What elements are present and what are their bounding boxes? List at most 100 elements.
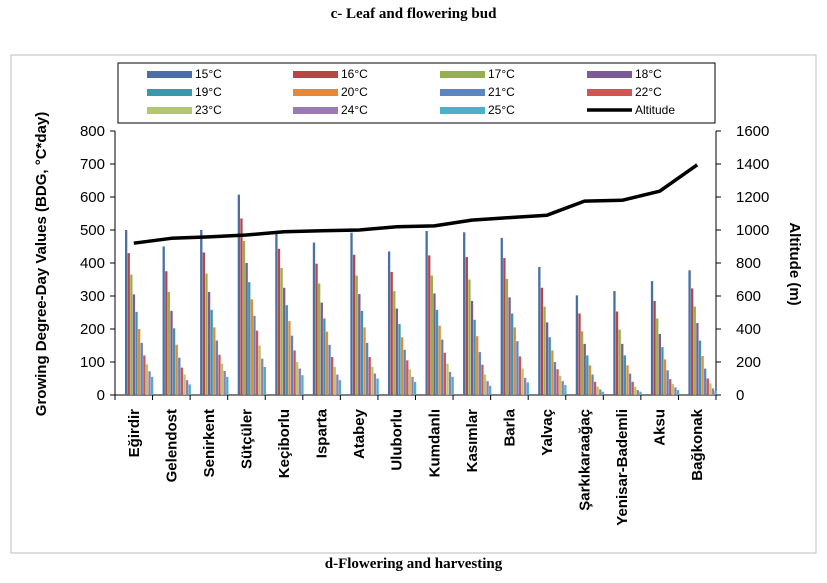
bar-16c-6: [352, 254, 356, 395]
bar-21c-1: [178, 357, 181, 395]
bar-22c-10: [518, 356, 522, 395]
bar-18c-9: [470, 300, 474, 395]
bar-21c-11: [553, 362, 557, 395]
bar-19c-12: [586, 355, 589, 395]
bar-18c-1: [170, 310, 173, 395]
bar-25c-7: [413, 381, 417, 395]
bar-25c-14: [676, 390, 680, 395]
bar-23c-7: [408, 369, 412, 395]
legend-swatch: [293, 71, 338, 78]
bar-22c-13: [631, 381, 634, 395]
bar-22c-12: [593, 381, 597, 395]
category-label: Yenisar-Bademli: [614, 409, 631, 526]
category-label: Bağkonak: [689, 408, 706, 480]
category-label: Keçiborlu: [276, 409, 293, 478]
bar-17c-14: [656, 318, 659, 395]
bar-22c-2: [218, 354, 221, 395]
y2-tick-label: 0: [736, 387, 744, 404]
bar-16c-0: [127, 253, 130, 395]
bar-24c-7: [411, 376, 414, 395]
bar-17c-7: [393, 291, 396, 395]
legend-label: 15°C: [195, 67, 222, 81]
bar-18c-8: [433, 293, 436, 395]
bar-17c-0: [130, 274, 133, 395]
y-tick-label: 500: [80, 222, 105, 239]
category-label: Gelendost: [163, 409, 180, 482]
bar-25c-10: [526, 382, 529, 395]
bar-18c-14: [658, 333, 661, 395]
bar-20c-4: [288, 321, 291, 395]
bar-22c-11: [556, 369, 559, 395]
bar-23c-3: [258, 345, 261, 395]
bar-22c-14: [669, 379, 672, 395]
bar-15c-0: [125, 230, 128, 395]
bar-20c-15: [701, 356, 704, 395]
category-label: Sütçüler: [239, 409, 256, 469]
bar-24c-14: [674, 387, 677, 395]
bar-19c-11: [548, 337, 551, 395]
legend-swatch: [440, 89, 485, 96]
bar-17c-3: [242, 240, 246, 395]
bar-24c-0: [148, 371, 151, 395]
bar-25c-4: [301, 375, 304, 395]
bar-24c-9: [486, 381, 489, 395]
bar-24c-15: [711, 388, 715, 395]
category-label: Senirkent: [201, 409, 218, 477]
legend-label: 20°C: [341, 85, 368, 99]
bar-17c-10: [505, 278, 509, 395]
bar-24c-6: [373, 373, 377, 395]
bar-19c-5: [323, 318, 326, 395]
bar-20c-8: [438, 325, 441, 395]
bar-15c-9: [463, 232, 466, 395]
bar-17c-15: [693, 306, 696, 395]
bar-16c-3: [240, 218, 243, 395]
legend-label: 24°C: [341, 103, 368, 117]
bar-20c-7: [400, 337, 404, 395]
bar-18c-10: [508, 297, 511, 395]
bar-25c-1: [188, 384, 191, 395]
bar-17c-8: [430, 275, 433, 395]
bar-23c-12: [596, 386, 599, 395]
legend-swatch: [147, 89, 192, 96]
bar-21c-15: [704, 368, 707, 395]
bar-20c-1: [175, 344, 178, 395]
legend-label: 23°C: [195, 103, 222, 117]
bar-25c-12: [601, 391, 605, 395]
legend-swatch: [440, 107, 485, 114]
bar-21c-0: [140, 342, 143, 395]
bar-17c-6: [355, 275, 358, 395]
y-tick-label: 100: [80, 354, 105, 371]
y2-tick-label: 400: [736, 321, 761, 338]
y2-tick-label: 1600: [736, 123, 769, 140]
bar-23c-0: [145, 364, 149, 395]
bar-15c-12: [575, 295, 579, 395]
category-label: Kumdanlı: [426, 409, 443, 477]
bar-22c-6: [368, 357, 371, 395]
bar-17c-9: [468, 279, 471, 395]
legend-label: Altitude: [635, 103, 675, 117]
legend-label: 25°C: [488, 103, 515, 117]
bar-19c-13: [623, 355, 627, 395]
bar-21c-14: [666, 370, 669, 395]
bar-16c-5: [315, 263, 318, 395]
y2-tick-label: 800: [736, 255, 761, 272]
bar-24c-4: [298, 368, 301, 395]
bar-15c-3: [237, 194, 240, 395]
y-tick-label: 0: [97, 387, 105, 404]
bar-19c-0: [135, 311, 138, 395]
bar-22c-0: [143, 355, 146, 395]
bar-18c-2: [207, 292, 211, 395]
bar-17c-11: [543, 306, 546, 395]
y2-tick-label: 200: [736, 354, 761, 371]
bar-23c-13: [634, 386, 637, 395]
bar-20c-10: [513, 327, 516, 395]
y2-tick-label: 1200: [736, 189, 769, 206]
y-tick-label: 600: [80, 189, 105, 206]
y2-tick-label: 1000: [736, 222, 769, 239]
legend-label: 18°C: [635, 67, 662, 81]
bar-21c-3: [253, 315, 256, 395]
bar-15c-10: [500, 237, 503, 395]
bar-16c-10: [503, 258, 506, 395]
bar-20c-5: [325, 331, 329, 395]
